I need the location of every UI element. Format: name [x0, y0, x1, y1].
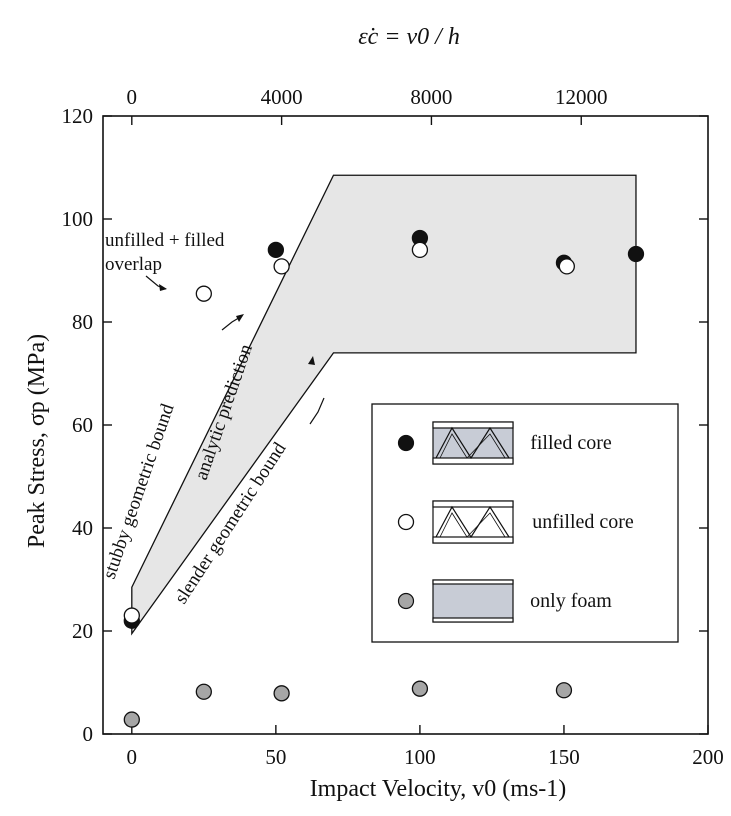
- y-axis-ticks: 0 20 40 60 80 100 120: [62, 104, 708, 746]
- point-gray-1: [195, 683, 212, 700]
- legend-box: [371, 403, 679, 643]
- point-gray-3: [411, 680, 429, 697]
- point-open-2: [273, 258, 290, 275]
- top-tick-label: 0: [127, 85, 138, 109]
- y-axis-title-text: Peak Stress, σp (MPa): [24, 334, 50, 548]
- x-tick-label: 0: [127, 745, 138, 769]
- x-tick-label: 200: [692, 745, 724, 769]
- point-open-3: [411, 241, 429, 259]
- data-points: [123, 229, 645, 728]
- x-axis-title-text: Impact Velocity, v0 (ms-1): [310, 776, 567, 802]
- y-tick-label: 60: [72, 413, 93, 437]
- overlap-arrow-head: [159, 284, 167, 291]
- legend-marker-open: [397, 513, 415, 531]
- x-tick-label: 100: [404, 745, 436, 769]
- y-tick-label: 120: [62, 104, 94, 128]
- y-tick-label: 0: [83, 722, 94, 746]
- x-tick-label: 150: [548, 745, 580, 769]
- x-tick-label: 50: [265, 745, 286, 769]
- foam-icon: [432, 579, 514, 623]
- top-tick-label: 4000: [261, 85, 303, 109]
- top-tick-label: 8000: [410, 85, 452, 109]
- point-open-1: [195, 285, 212, 302]
- slender-arrow: [309, 397, 325, 425]
- point-gray-2: [273, 685, 290, 702]
- legend-label-unfilled: unfilled core: [532, 511, 634, 533]
- y-axis-title: Peak Stress, σp (MPa): [24, 334, 50, 548]
- y-tick-label: 40: [72, 516, 93, 540]
- top-tick-label: 12000: [555, 85, 608, 109]
- point-gray-4: [555, 682, 573, 699]
- prediction-band: [131, 174, 637, 636]
- slender-arrow-head: [308, 356, 315, 365]
- top-axis-title-text: ε̇c = v0 / h: [358, 24, 460, 50]
- point-filled-1: [267, 241, 285, 259]
- x-axis-ticks: 0 50 100 150 200: [127, 725, 724, 769]
- legend-marker-gray: [397, 592, 415, 610]
- filled-core-icon: [432, 421, 514, 465]
- point-open-0: [123, 607, 140, 624]
- legend-label-filled: filled core: [530, 432, 612, 454]
- overlap-label-line1: unfilled + filled: [105, 230, 225, 251]
- top-axis-ticks: 0 4000 8000 12000: [127, 85, 608, 125]
- point-open-4: [558, 258, 575, 275]
- legend-marker-filled: [397, 434, 415, 452]
- overlap-label-line2: overlap: [105, 254, 162, 275]
- y-tick-label: 80: [72, 310, 93, 334]
- y-tick-label: 20: [72, 619, 93, 643]
- legend-label-foam: only foam: [530, 590, 612, 612]
- unfilled-core-icon: [432, 500, 514, 544]
- x-axis-title: Impact Velocity, v0 (ms-1): [310, 776, 567, 802]
- y-tick-label: 100: [62, 207, 94, 231]
- point-gray-0: [123, 711, 140, 728]
- point-filled-4: [627, 245, 645, 263]
- top-axis-title: ε̇c = v0 / h: [358, 24, 460, 50]
- legend: filled core unfilled core only foam: [371, 403, 679, 643]
- stubby-arrow-head: [236, 314, 244, 322]
